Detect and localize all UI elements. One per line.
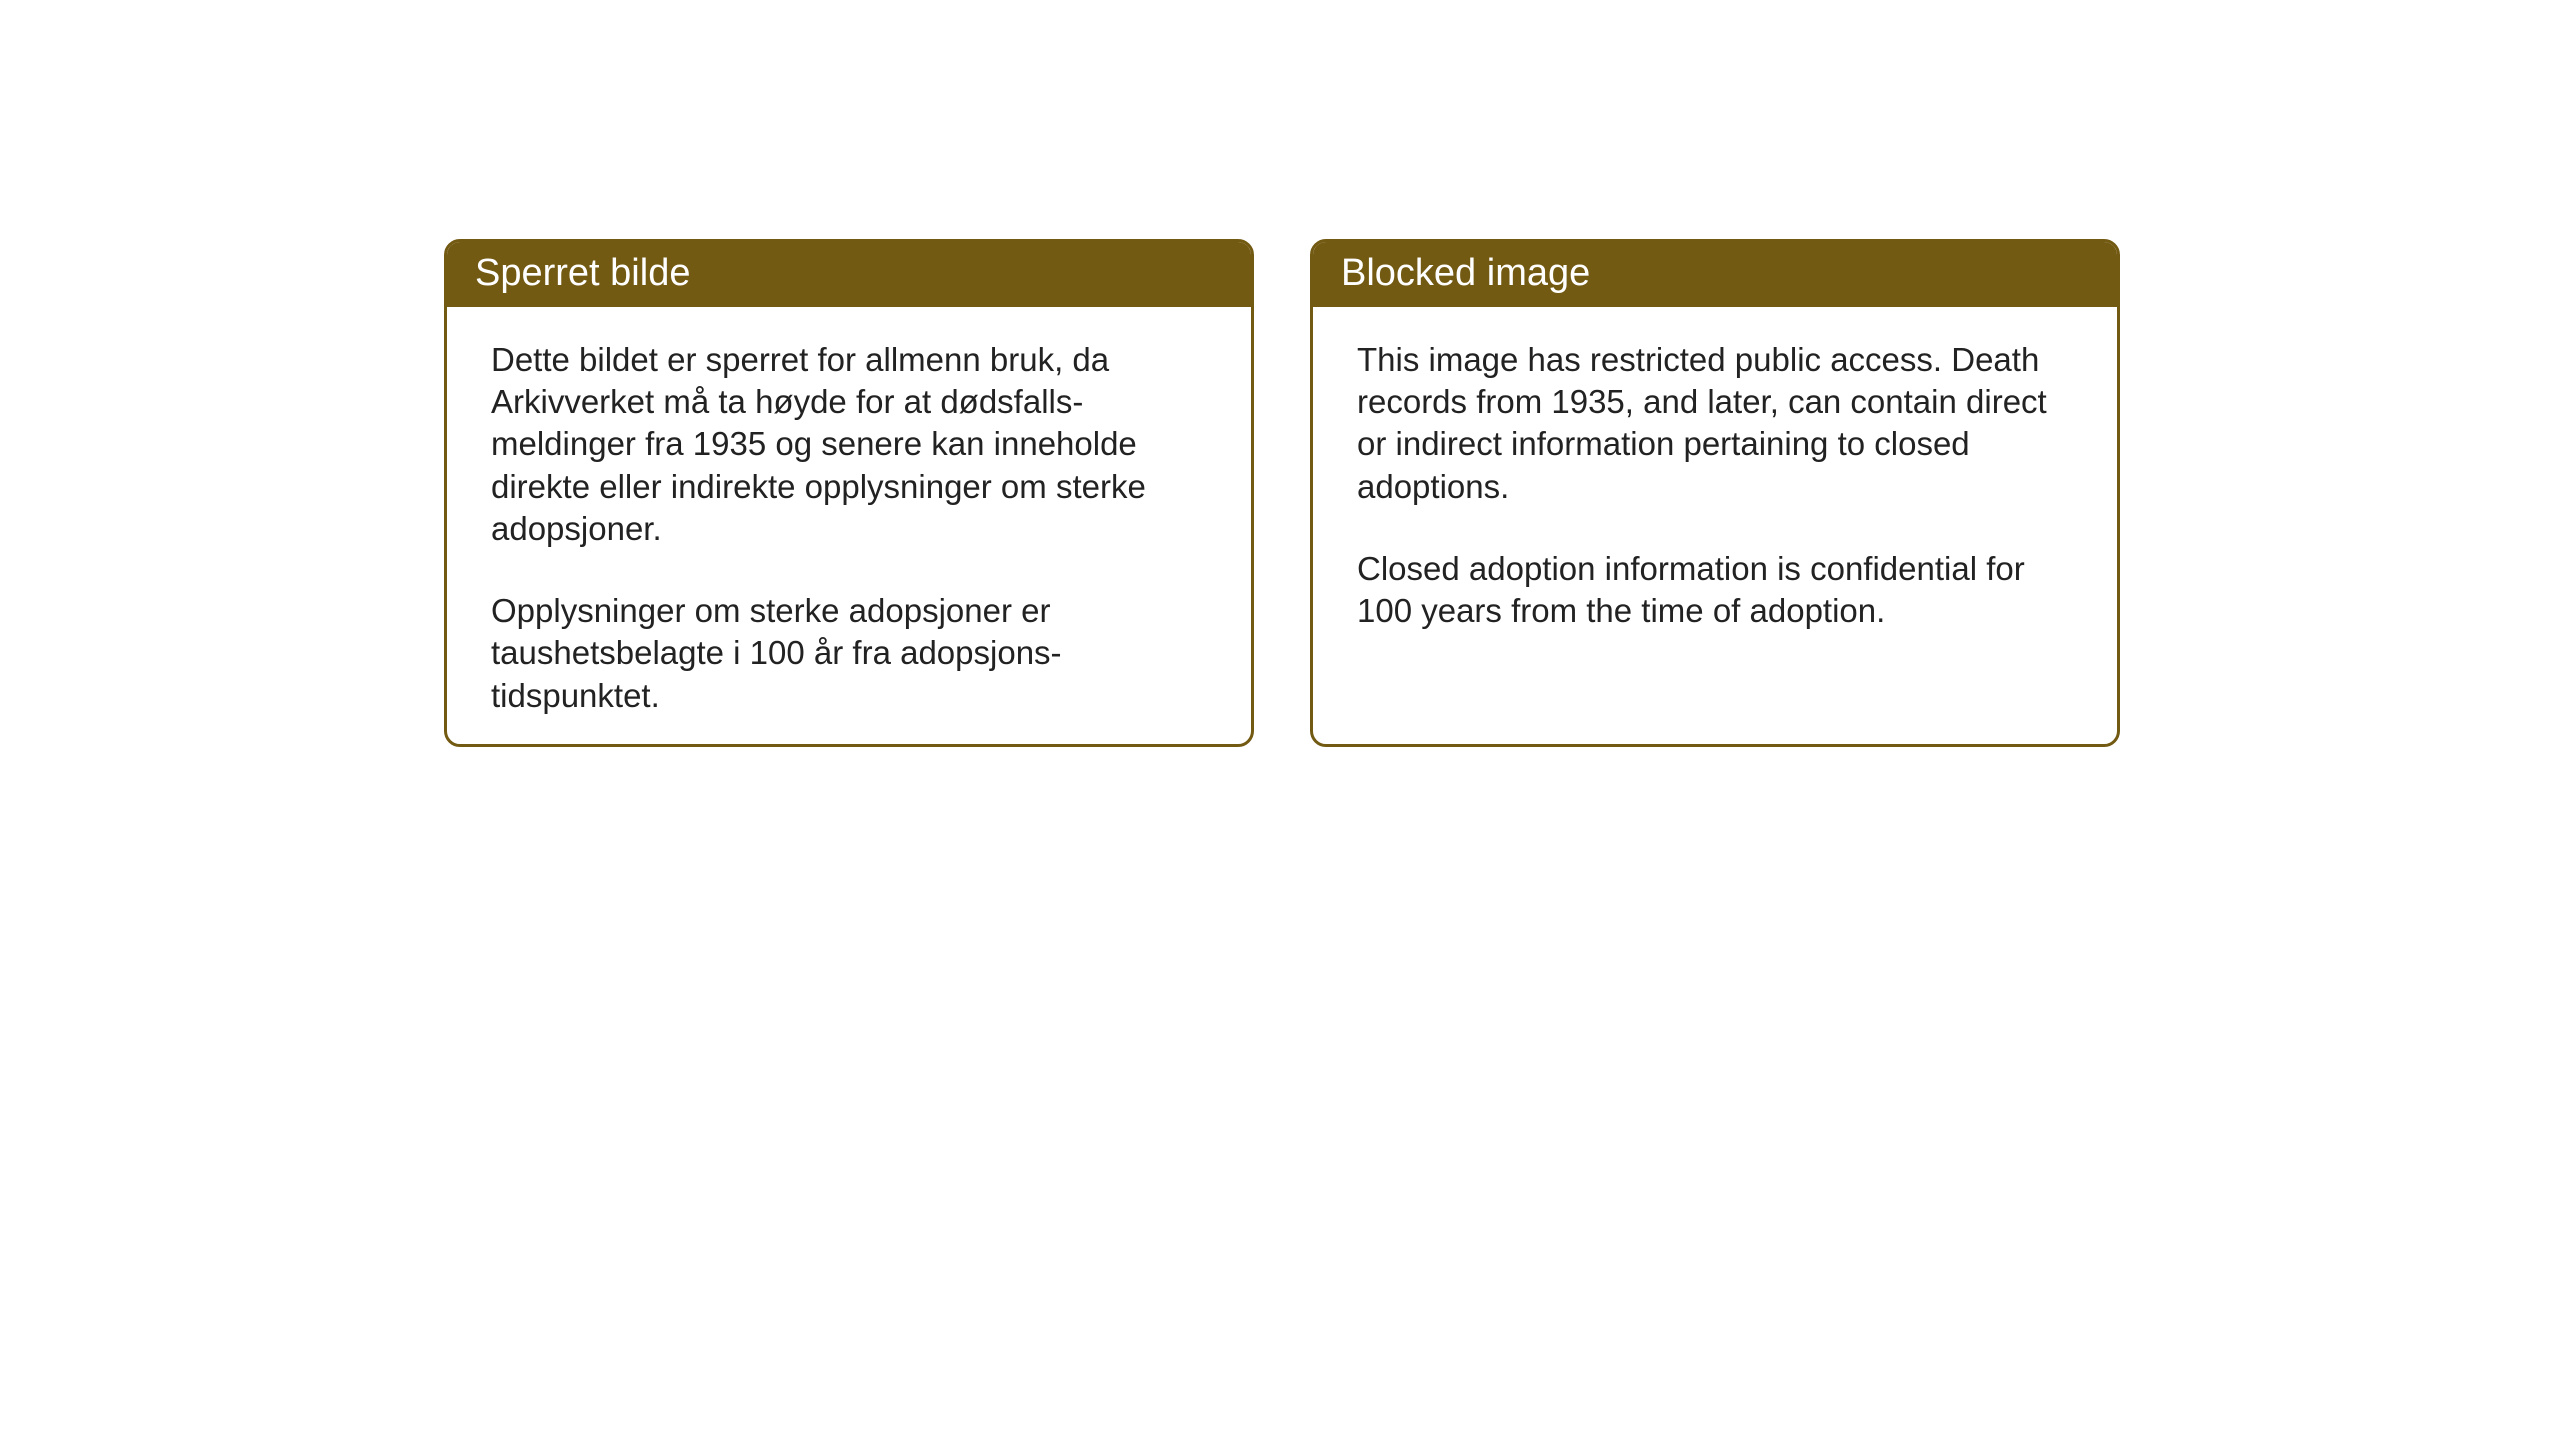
norwegian-card-body: Dette bildet er sperret for allmenn bruk… — [447, 307, 1251, 747]
norwegian-paragraph-1: Dette bildet er sperret for allmenn bruk… — [491, 339, 1207, 550]
english-card-body: This image has restricted public access.… — [1313, 307, 2117, 664]
english-card: Blocked image This image has restricted … — [1310, 239, 2120, 747]
cards-container: Sperret bilde Dette bildet er sperret fo… — [444, 239, 2120, 747]
english-paragraph-2: Closed adoption information is confident… — [1357, 548, 2073, 632]
norwegian-card-title: Sperret bilde — [447, 242, 1251, 307]
norwegian-paragraph-2: Opplysninger om sterke adopsjoner er tau… — [491, 590, 1207, 717]
english-card-title: Blocked image — [1313, 242, 2117, 307]
english-paragraph-1: This image has restricted public access.… — [1357, 339, 2073, 508]
norwegian-card: Sperret bilde Dette bildet er sperret fo… — [444, 239, 1254, 747]
